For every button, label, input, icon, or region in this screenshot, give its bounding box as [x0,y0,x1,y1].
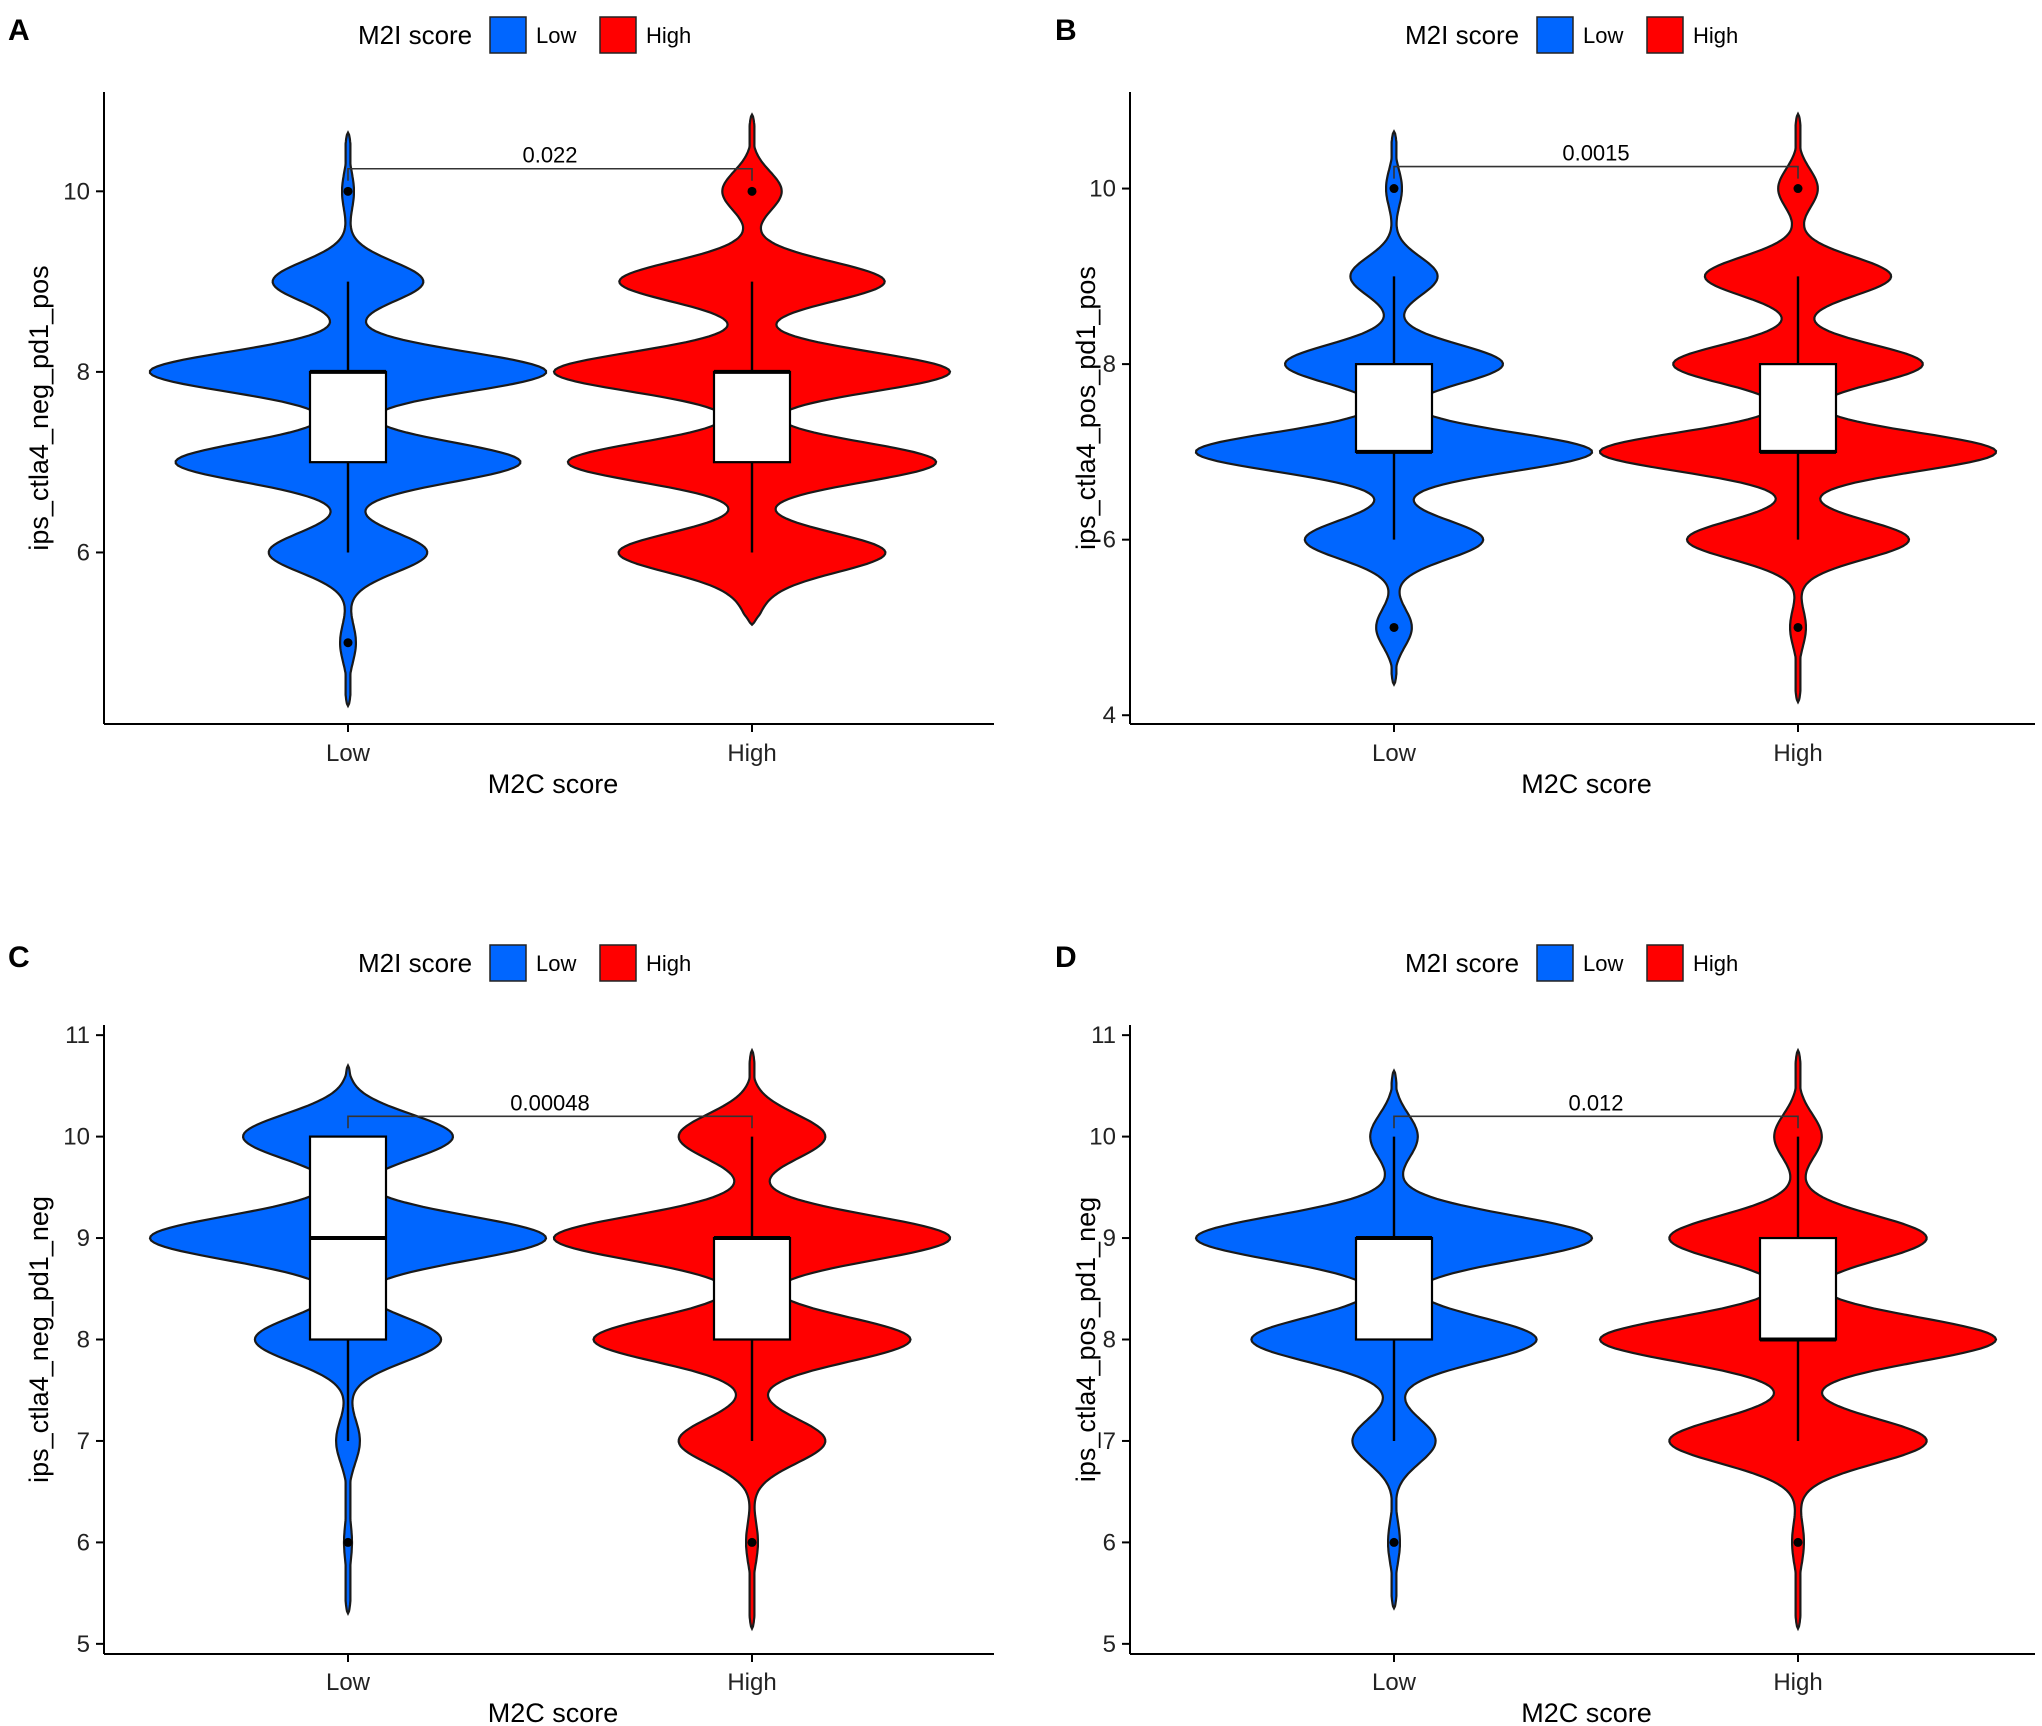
x-tick-label-high: High [727,1669,776,1696]
panel-b: B M2I score Low High 4 6 8 10 ips_ctla4_pos_pd1_… [1055,14,2035,799]
outlier-point [747,1537,757,1547]
y-tick-label: 8 [77,359,90,386]
p-value-label: 0.012 [1568,1090,1623,1115]
legend: M2I score Low High [1405,16,1738,54]
x-tick-label-high: High [1773,1669,1822,1696]
box-high [712,370,792,464]
box-low [1354,1236,1434,1341]
y-tick-label: 5 [1103,1631,1116,1658]
box-high [1758,1236,1838,1341]
y-axis-title: ips_ctla4_neg_pd1_pos [24,265,54,550]
x-axis-title: M2C score [488,769,619,799]
y-tick-label: 6 [1103,527,1116,554]
x-tick-label-high: High [1773,740,1822,767]
panel-d: D M2I score Low High 5 6 7 8 9 10 11 ips_ctla4_pos_… [1055,941,2035,1726]
significance-bracket [347,1115,753,1129]
box-low [1354,363,1434,453]
legend-label-high: High [646,951,691,976]
panel-letter: B [1055,14,1077,47]
y-tick-label: 4 [1103,702,1116,729]
p-value-label: 0.0015 [1562,141,1629,166]
y-tick-label: 6 [77,539,90,566]
legend-label-low: Low [536,951,576,976]
y-tick-label: 6 [1103,1529,1116,1556]
legend-title: M2I score [1405,20,1519,50]
x-tick-label-low: Low [1372,1669,1417,1696]
y-tick-label: 10 [63,1124,90,1151]
y-tick-label: 7 [1103,1428,1116,1455]
y-axis-title: ips_ctla4_neg_pd1_neg [24,1196,54,1483]
box-high [712,1236,792,1341]
outlier-point [1793,1537,1803,1547]
legend: M2I score Low High [358,16,691,54]
significance-bracket [1393,165,1799,179]
y-tick-label: 10 [1089,176,1116,203]
legend-label-high: High [1693,951,1738,976]
outlier-point [343,186,353,196]
y-tick-label: 7 [77,1428,90,1455]
legend-label-low: Low [536,23,576,48]
x-tick-label-low: Low [326,740,371,767]
p-value-label: 0.00048 [510,1090,590,1115]
x-tick-label-low: Low [1372,740,1417,767]
y-tick-label: 10 [1089,1124,1116,1151]
x-tick-label-high: High [727,740,776,767]
panel-letter: C [8,941,30,974]
outlier-point [343,638,353,648]
significance-bracket [1393,1115,1799,1129]
y-tick-label: 8 [1103,1327,1116,1354]
outlier-point [747,186,757,196]
panel-letter: A [8,14,30,47]
outlier-point [1389,622,1399,632]
outlier-point [1793,184,1803,194]
legend-label-high: High [646,23,691,48]
y-tick-label: 9 [1103,1225,1116,1252]
legend-label-low: Low [1583,23,1623,48]
legend-key-low [489,16,527,54]
y-axis-title: ips_ctla4_pos_pd1_neg [1071,1197,1101,1482]
legend: M2I score Low High [1405,944,1738,982]
outlier-point [1793,622,1803,632]
legend-title: M2I score [358,948,472,978]
outlier-point [1389,184,1399,194]
p-value-label: 0.022 [522,143,577,168]
legend-key-low [1536,16,1574,54]
legend-title: M2I score [1405,948,1519,978]
y-tick-label: 9 [77,1225,90,1252]
panel-letter: D [1055,941,1077,974]
y-tick-label: 5 [77,1631,90,1658]
y-tick-label: 8 [77,1327,90,1354]
legend-title: M2I score [358,20,472,50]
y-tick-label: 10 [63,178,90,205]
x-axis-title: M2C score [1521,769,1652,799]
x-tick-label-low: Low [326,1669,371,1696]
x-axis-title: M2C score [1521,1698,1652,1726]
y-tick-label: 11 [1091,1022,1116,1049]
legend-key-high [599,944,637,982]
x-axis-title: M2C score [488,1698,619,1726]
legend-key-low [489,944,527,982]
legend-key-high [1646,944,1684,982]
y-tick-label: 11 [65,1022,90,1049]
legend: M2I score Low High [358,944,691,982]
box-low [308,370,388,464]
y-tick-label: 8 [1103,351,1116,378]
box-high [1758,363,1838,453]
outlier-point [343,1537,353,1547]
panel-c: C M2I score Low High 5 6 7 8 9 10 11 ips_ctla4_neg_… [8,941,994,1726]
legend-label-high: High [1693,23,1738,48]
y-axis-title: ips_ctla4_pos_pd1_pos [1071,266,1101,550]
y-tick-label: 6 [77,1529,90,1556]
legend-key-high [599,16,637,54]
outlier-point [1389,1537,1399,1547]
significance-bracket [347,167,753,181]
legend-label-low: Low [1583,951,1623,976]
legend-key-high [1646,16,1684,54]
legend-key-low [1536,944,1574,982]
panel-a: A M2I score Low High 6 8 10 ips_ctla4_neg_pd1_p… [8,14,994,799]
